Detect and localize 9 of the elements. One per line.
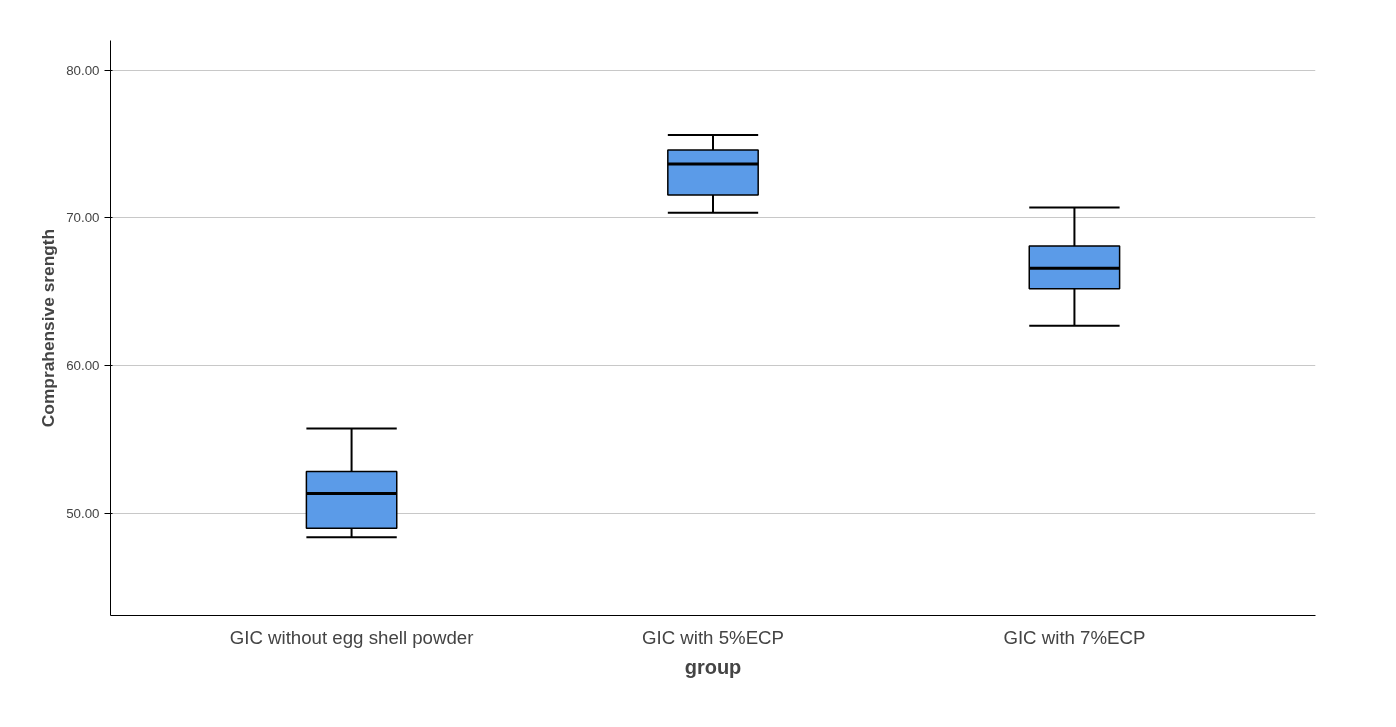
- x-axis-title: group: [684, 655, 742, 678]
- x-tick-label: GIC without egg shell powder: [229, 626, 474, 648]
- x-tick-label: GIC with 5%ECP: [641, 626, 785, 648]
- y-tick-label: 70.00: [66, 210, 100, 226]
- y-tick-label: 50.00: [66, 506, 100, 522]
- y-tick-label: 80.00: [66, 62, 100, 78]
- y-axis-title: Comprahensive srength: [38, 228, 59, 428]
- y-tick-label: 60.00: [66, 358, 100, 374]
- x-tick-label: GIC with 7%ECP: [1003, 626, 1146, 648]
